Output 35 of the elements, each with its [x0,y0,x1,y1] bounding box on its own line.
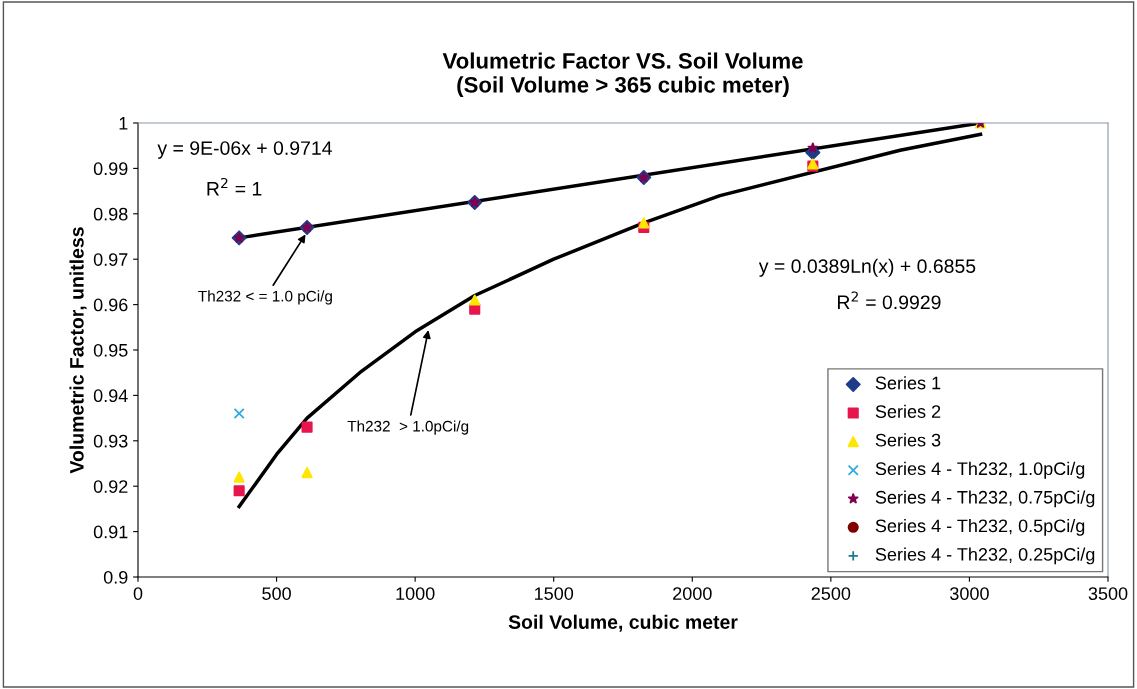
x-tick-label: 500 [262,587,291,600]
x-tick-label: 3500 [1088,587,1128,600]
chart-title: Volumetric Factor VS. Soil Volume (Soil Volume > 365 cubic meter) [442,52,803,98]
y-tick-label: 0.9 [103,570,128,584]
annotation: Th232 > 1.0pCi/g [347,420,469,435]
x-tick-label: 1500 [535,587,574,600]
annotation: y = 9E-06x + 0.9714 [157,141,332,159]
y-tick-label: 0.93 [93,434,128,448]
y-tick-label: 0.99 [93,162,128,176]
y-tick-label: 1 [119,117,128,130]
x-tick-label: 1000 [396,587,435,600]
legend-label: Series 4 - Th232, 0.25pCi/g [875,547,1095,565]
y-tick-label: 0.96 [93,298,128,312]
y-tick-label: 0.91 [93,525,128,539]
y-tick-label: 0.97 [93,253,128,266]
y-tick-label: 0.98 [93,207,128,221]
legend-label: Series 3 [875,433,941,447]
y-tick-label: 0.95 [93,343,128,357]
y-tick-label: 0.92 [93,480,128,493]
legend-label: Series 4 - Th232, 0.5pCi/g [875,518,1085,536]
annotation: y = 0.0389Ln(x) + 0.6855 [758,258,976,277]
annotation: Th232 < = 1.0 pCi/g [198,290,332,305]
legend-label: Series 1 [875,376,941,390]
y-tick-label: 0.94 [93,389,128,403]
x-tick-label: 0 [133,587,143,600]
legend-label: Series 2 [875,404,941,418]
annotation: R$^{2}$ = 0.9929 [838,291,941,310]
legend-label: Series 4 - Th232, 1.0pCi/g [875,461,1085,479]
annotation: R$^{2}$ = 1 [207,177,262,196]
x-tick-label: 2500 [811,587,851,600]
x-axis-title: Soil Volume, cubic meter [508,614,738,632]
legend-label: Series 4 - Th232, 0.75pCi/g [875,490,1095,508]
x-tick-label: 3000 [950,587,989,600]
x-tick-label: 2000 [673,587,712,600]
y-axis-title: Volumetric Factor, unitless [69,227,87,474]
